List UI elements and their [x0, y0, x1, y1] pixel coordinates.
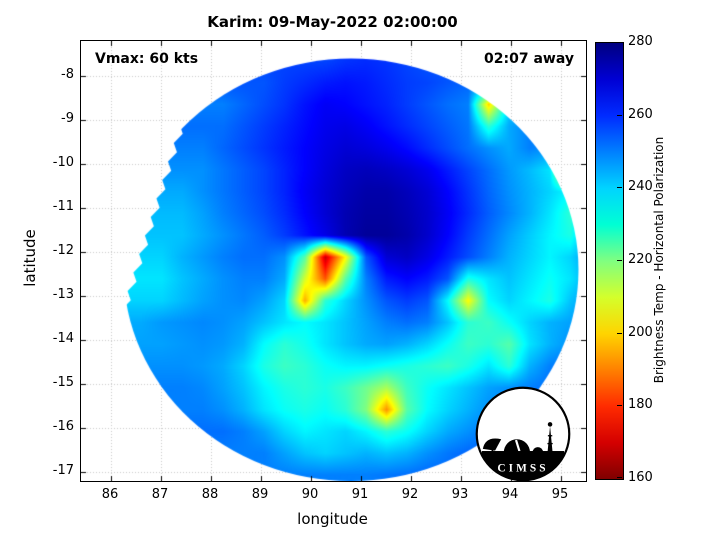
colorbar — [595, 42, 624, 480]
cimss-logo: CIMSS — [475, 386, 571, 481]
y-tick-label: -15 — [52, 375, 74, 391]
eta-annotation: 02:07 away — [484, 51, 574, 67]
plot-area: Vmax: 60 kts 02:07 away CIMSS — [80, 40, 587, 482]
satellite-dish-icon — [482, 438, 502, 451]
plot-title: Karim: 09-May-2022 02:00:00 — [207, 13, 458, 31]
x-tick-label: 90 — [301, 487, 319, 502]
x-tick-label: 88 — [201, 487, 219, 502]
colorbar-tick-label: 280 — [628, 34, 653, 49]
colorbar-label: Brightness Temp - Horizontal Polarizatio… — [652, 136, 666, 384]
ground-band — [481, 451, 565, 456]
tower-top — [547, 422, 553, 427]
y-tick-label: -10 — [52, 155, 74, 171]
y-tick-label: -13 — [52, 287, 74, 303]
logo-bottom-segment — [481, 454, 565, 481]
x-tick-label: 93 — [451, 487, 469, 502]
x-tick-label: 86 — [101, 487, 119, 502]
y-axis-label: latitude — [21, 229, 39, 287]
dome-slit — [514, 439, 521, 452]
y-tick-label: -17 — [52, 463, 74, 479]
colorbar-tick-label: 260 — [628, 106, 653, 122]
colorbar-tick-label: 160 — [628, 470, 653, 485]
cimss-logo-text: CIMSS — [497, 463, 548, 475]
colorbar-tick-label: 200 — [628, 324, 653, 340]
vmax-annotation: Vmax: 60 kts — [95, 51, 199, 67]
colorbar-tick-label: 180 — [628, 397, 653, 413]
x-tick-label: 87 — [151, 487, 169, 502]
y-tick-label: -14 — [52, 331, 74, 347]
x-tick-label: 91 — [351, 487, 369, 502]
y-tick-label: -16 — [52, 419, 74, 435]
colorbar-tick-label: 240 — [628, 179, 653, 195]
radio-tower-icon — [547, 426, 553, 454]
x-tick-label: 95 — [551, 487, 569, 502]
colorbar-tick-label: 220 — [628, 252, 653, 267]
x-tick-label: 92 — [401, 487, 419, 502]
y-tick-label: -11 — [52, 199, 74, 215]
y-tick-label: -8 — [61, 67, 74, 83]
y-tick-label: -9 — [61, 111, 74, 127]
x-tick-label: 94 — [501, 487, 519, 502]
x-tick-label: 89 — [251, 487, 269, 502]
x-axis-label: longitude — [297, 510, 368, 528]
